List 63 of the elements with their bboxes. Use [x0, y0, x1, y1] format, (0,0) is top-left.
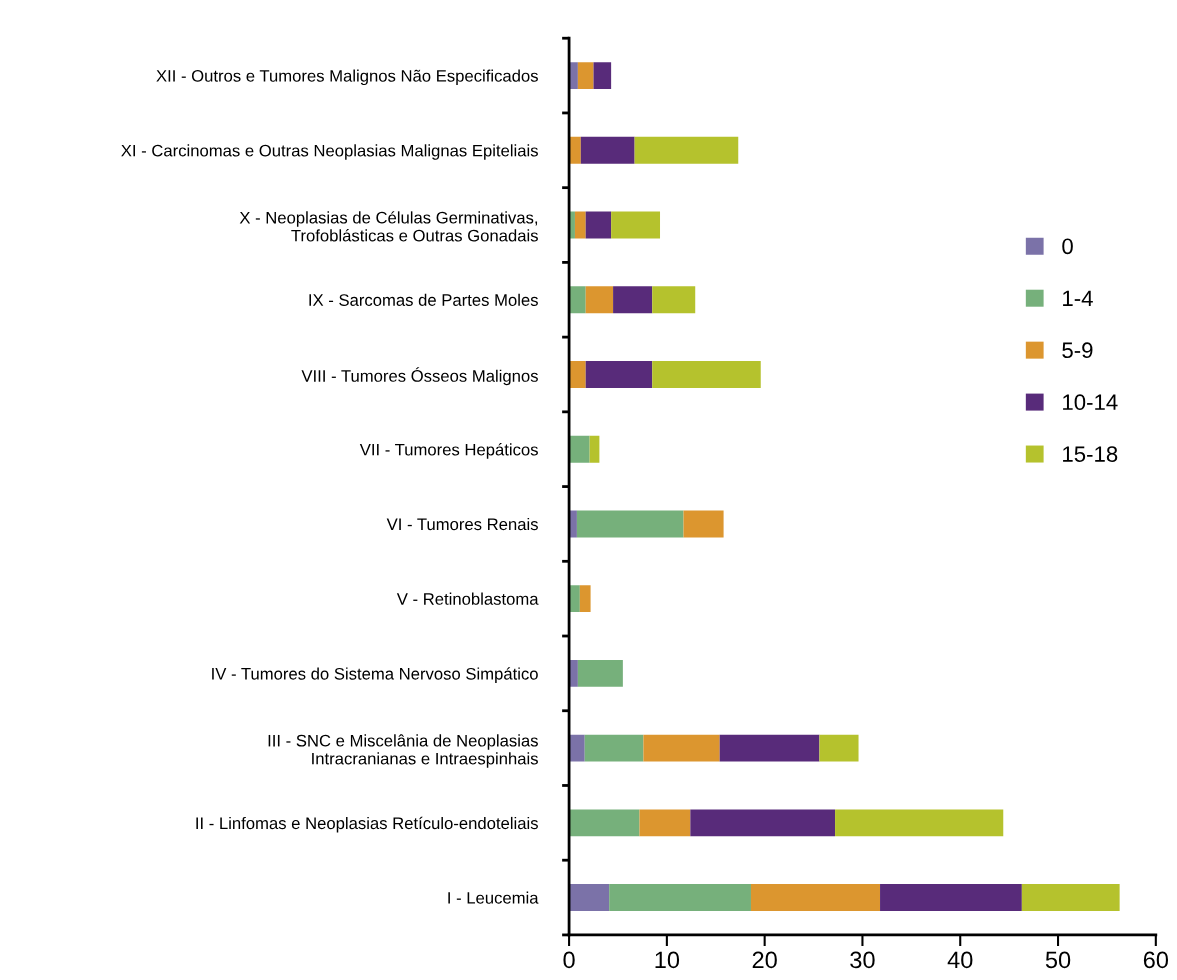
bar [574, 211, 586, 239]
bar [652, 361, 761, 388]
bar [589, 435, 600, 463]
x-tick-label: 40 [947, 951, 973, 969]
legend-label: 10-14 [1063, 394, 1118, 411]
y-tick-label: I - Leucemia [448, 891, 539, 904]
bar [611, 211, 661, 239]
legend-label: 0 [1062, 238, 1073, 255]
bar [584, 734, 644, 762]
bar [690, 809, 836, 837]
bar [750, 884, 881, 912]
bar [569, 136, 581, 164]
y-tick-label: III - SNC e Miscelânia de Neoplasias Intracranianas e Intraespinhais [268, 734, 538, 768]
bar [577, 659, 623, 687]
legend-label: 15-18 [1063, 446, 1118, 462]
bar [569, 361, 586, 388]
x-tick-label: 20 [752, 951, 777, 969]
x-tick-label: 30 [850, 951, 875, 969]
y-tick-label: X - Neoplasias de Células Germinativas, Trofoblásticas e Outras Gonadais [239, 211, 538, 242]
bar [580, 136, 635, 164]
bar [569, 286, 586, 314]
y-tick-label: IX - Sarcomas de Partes Moles [309, 293, 538, 306]
y-tick-label: XII - Outros e Tumores Malignos Não Especificados [156, 69, 538, 86]
bar [585, 361, 653, 388]
bar [569, 659, 578, 687]
bar [569, 809, 640, 837]
bar [613, 286, 653, 314]
y-tick-label: II - Linfomas e Neoplasias Retículo-endoteliais [196, 816, 538, 833]
bar [593, 62, 612, 90]
y-tick-label: V - Retinoblastoma [396, 592, 539, 605]
bar [880, 884, 1022, 912]
x-tick-label: 0 [563, 951, 575, 969]
bar [569, 62, 578, 90]
y-tick-label: VIII - Tumores Ósseos Malignos [301, 367, 538, 386]
legend-label: 1-4 [1063, 290, 1093, 306]
bar [1021, 884, 1120, 912]
bar [652, 286, 696, 314]
x-tick-label: 60 [1143, 951, 1169, 969]
bar [579, 585, 591, 613]
x-tick-label: 10 [655, 951, 680, 969]
bar [835, 809, 1004, 837]
bar [569, 884, 610, 912]
bar [719, 734, 820, 762]
bar [639, 809, 691, 837]
y-tick-label: IV - Tumores do Sistema Nervoso Simpático [212, 667, 538, 683]
y-tick-label: VI - Tumores Renais [386, 517, 538, 531]
bar [569, 585, 580, 613]
x-tick-label: 50 [1045, 951, 1071, 969]
legend-label: 5-9 [1062, 342, 1093, 359]
bar [585, 286, 614, 314]
bar [585, 211, 612, 239]
bar [569, 734, 585, 762]
bar [634, 136, 739, 164]
bar [609, 884, 751, 912]
bar [683, 510, 724, 538]
bar [576, 510, 684, 538]
bar [643, 734, 720, 762]
bar [569, 510, 577, 538]
y-tick-label: XI - Carcinomas e Outras Neoplasias Malignas Epiteliais [121, 144, 538, 160]
bar [577, 62, 594, 90]
bar [819, 734, 859, 762]
y-tick-label: VII - Tumores Hepáticos [359, 443, 538, 459]
bar [569, 435, 590, 463]
